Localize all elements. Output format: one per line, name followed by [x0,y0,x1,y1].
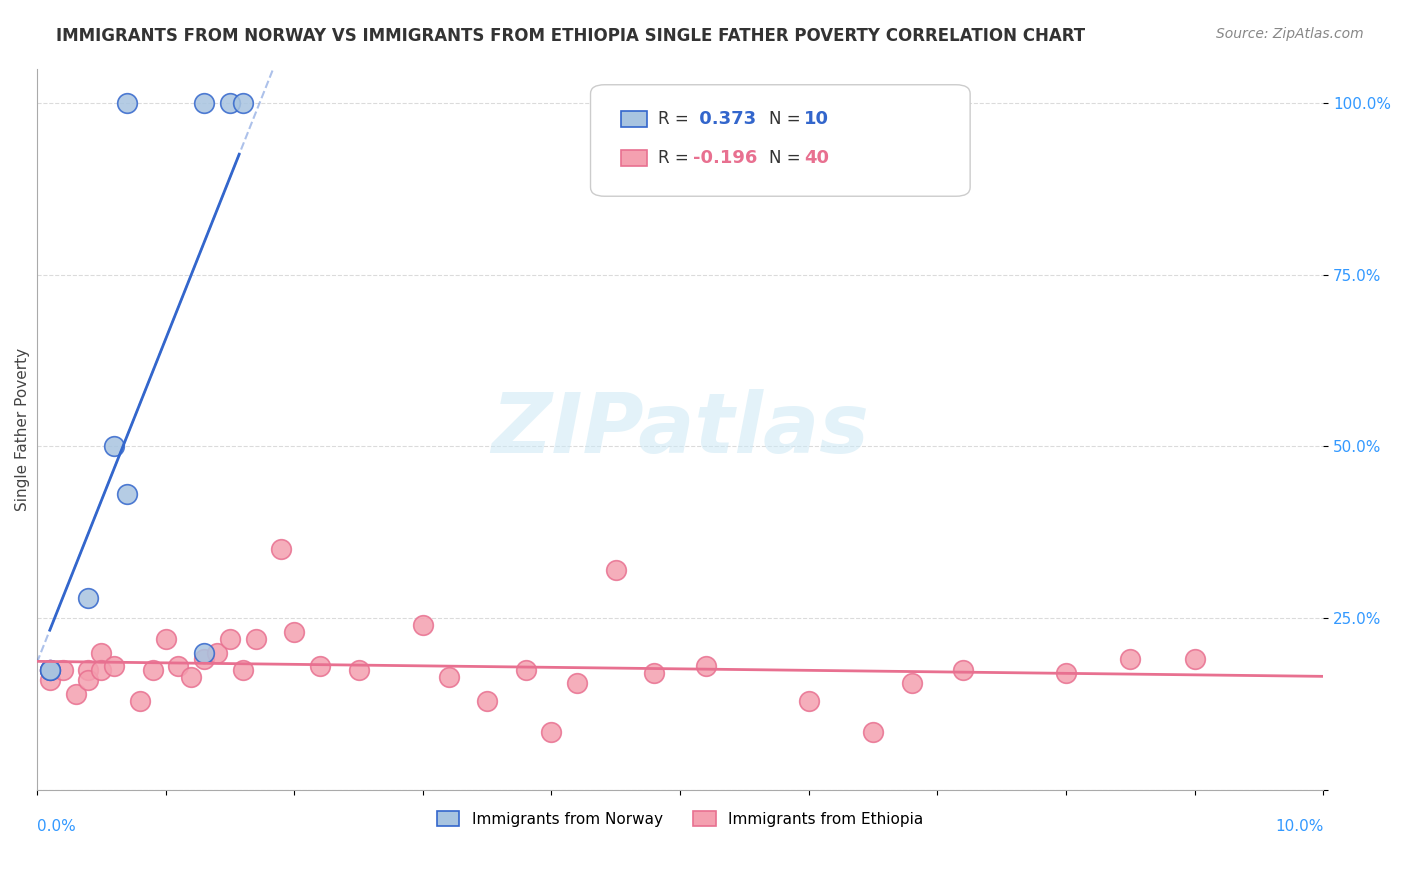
Point [347,663,370,677]
Point [38,663,60,677]
Text: N =: N = [769,149,806,167]
Point [900,676,922,690]
Point [515,663,537,677]
Point [643,666,665,681]
Point [952,663,974,677]
Point [605,563,627,577]
Text: R =: R = [658,110,695,128]
Text: 10: 10 [804,110,830,128]
Point [540,724,562,739]
Point [219,632,242,646]
Point [77,663,100,677]
Point [167,659,190,673]
Point [77,591,100,605]
Text: ZIPatlas: ZIPatlas [491,389,869,470]
Point [475,693,498,707]
Point [115,95,138,110]
Point [38,663,60,677]
Point [797,693,820,707]
Point [270,542,292,557]
Text: Source: ZipAtlas.com: Source: ZipAtlas.com [1216,27,1364,41]
Point [283,624,305,639]
Point [90,663,112,677]
Point [695,659,717,673]
Point [38,673,60,687]
Point [862,724,884,739]
Point [1184,652,1206,666]
Point [232,663,254,677]
Text: R =: R = [658,149,695,167]
Text: 10.0%: 10.0% [1275,819,1323,834]
Text: 40: 40 [804,149,830,167]
Point [38,663,60,677]
Text: 0.0%: 0.0% [37,819,76,834]
Point [309,659,332,673]
Text: 0.373: 0.373 [693,110,756,128]
Point [38,663,60,677]
Point [103,659,125,673]
Point [180,669,202,683]
Point [193,646,215,660]
Point [219,95,242,110]
Point [412,618,434,632]
Text: IMMIGRANTS FROM NORWAY VS IMMIGRANTS FROM ETHIOPIA SINGLE FATHER POVERTY CORRELA: IMMIGRANTS FROM NORWAY VS IMMIGRANTS FRO… [56,27,1085,45]
Point [567,676,589,690]
Point [115,487,138,501]
Point [142,663,165,677]
Point [205,646,228,660]
Point [65,687,87,701]
Point [52,663,75,677]
Point [232,95,254,110]
Point [155,632,177,646]
Point [90,646,112,660]
Point [437,669,460,683]
Text: -0.196: -0.196 [693,149,758,167]
Point [193,95,215,110]
Y-axis label: Single Father Poverty: Single Father Poverty [15,348,30,511]
Point [77,673,100,687]
Point [103,439,125,453]
Point [193,652,215,666]
Point [128,693,150,707]
Legend: Immigrants from Norway, Immigrants from Ethiopia: Immigrants from Norway, Immigrants from … [430,805,929,833]
Text: N =: N = [769,110,806,128]
Point [245,632,267,646]
Point [1054,666,1077,681]
Point [1119,652,1142,666]
